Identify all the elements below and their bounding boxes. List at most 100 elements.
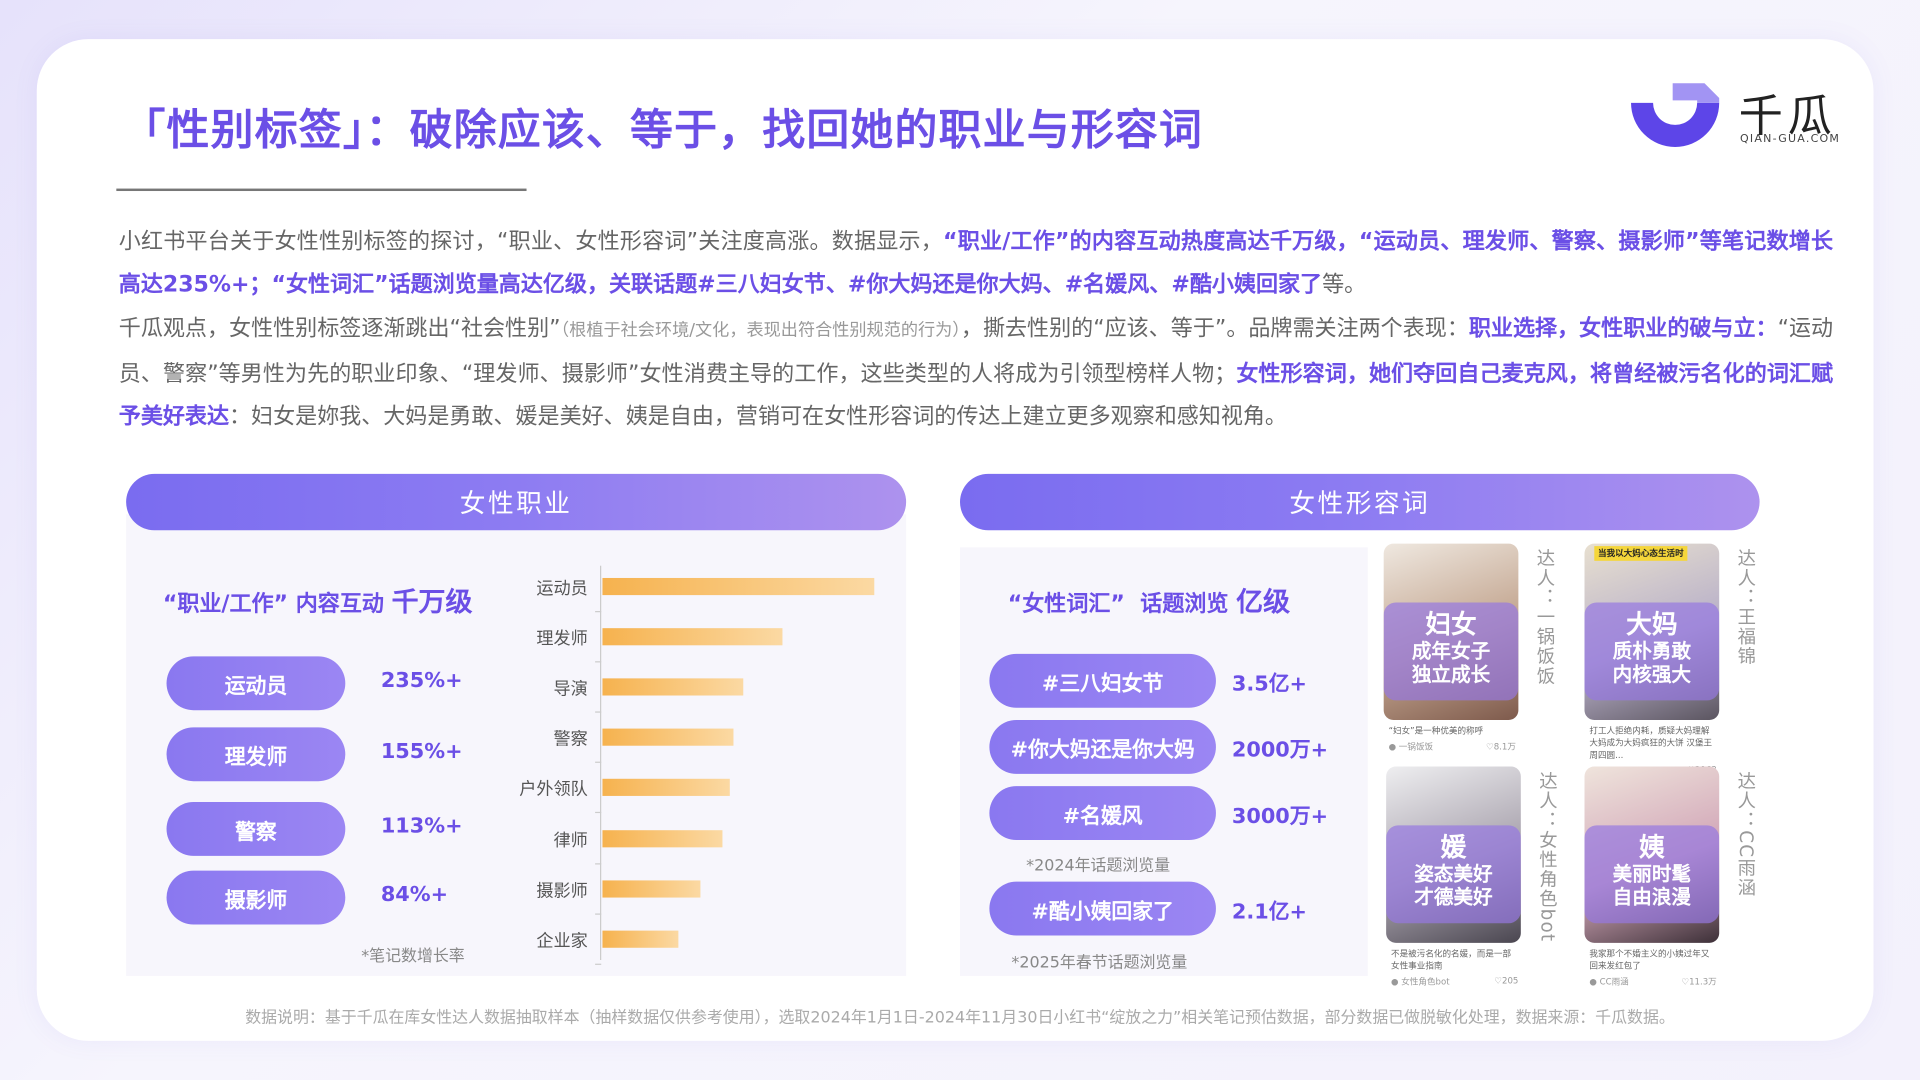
creator-label: 达人：CC雨涵 [1735, 771, 1758, 898]
adjective-line: 内核强大 [1612, 662, 1692, 686]
career-note: *笔记数增长率 [361, 947, 465, 967]
adjective-overlay: 姨 美丽时髦 自由浪漫 [1584, 825, 1720, 924]
like-count: ♡11.3万 [1681, 977, 1717, 987]
note-author[interactable]: ● 女性角色bot [1391, 977, 1450, 987]
note-card-image[interactable]: 当我以大妈心态生活时 大妈 质朴勇敢 内核强大 [1584, 543, 1720, 721]
note-author[interactable]: ● CC雨涵 [1589, 977, 1629, 987]
like-count: ♡205 [1494, 975, 1519, 986]
career-growth-value: 235%+ [380, 668, 463, 694]
axis-tick [595, 963, 602, 965]
axis-tick [595, 862, 602, 864]
adjective-headline: “女性词汇” 话题浏览 亿级 [1008, 580, 1290, 619]
bar-2 [602, 678, 744, 696]
adjective-line: 姿态美好 [1414, 862, 1493, 886]
text: ，撕去性别的“应该、等于”。品牌需关注两个表现： [960, 315, 1469, 342]
career-pill: 理发师 [166, 727, 346, 782]
adjective-line: 质朴勇敢 [1612, 639, 1692, 663]
bar-label: 摄影师 [536, 881, 588, 901]
topic-note-2025: *2025年春节话题浏览量 [1011, 953, 1188, 973]
bar-label: 运动员 [536, 579, 588, 599]
text: “女性词汇” [1007, 591, 1125, 618]
axis-tick [595, 912, 602, 915]
bar-5 [602, 829, 723, 847]
likes-value: 8.1万 [1493, 742, 1516, 752]
note-caption[interactable]: 不是被污名化的名媛，而是一部女性事业指南 [1391, 948, 1512, 972]
creator-label: 达人：女性角色bot [1536, 771, 1559, 943]
qiangua-logo-icon [1631, 83, 1720, 147]
axis-tick [595, 661, 602, 663]
highlight-text: 女性形容词，她们夺回自己麦克风，将曾经被污名化的词汇赋予美好表达 [118, 361, 1834, 431]
axis-tick [595, 762, 602, 764]
note-card-image[interactable]: 妇女 成年女子 独立成长 [1383, 543, 1519, 721]
adjective-header: 女性形容词 [960, 473, 1760, 531]
career-pill: 警察 [166, 802, 346, 856]
adjective-line: 成年女子 [1411, 639, 1491, 663]
note-card-info: 我家那个不婚主义的小姨过年又回来发红包了 ● CC雨涵 ♡11.3万 [1589, 948, 1716, 988]
creator-label: 达人：王福锦 [1735, 548, 1758, 667]
author-name: 女性角色bot [1401, 977, 1450, 987]
note-author[interactable]: ● 一锅饭饭 [1388, 742, 1434, 752]
adjective-word: 姨 [1638, 832, 1665, 863]
page-title: 「性别标签」：破除应该、等于，找回她的职业与形容词 [122, 106, 1204, 156]
career-pill: 摄影师 [166, 870, 346, 925]
logo-text: 千瓜 [1738, 91, 1837, 143]
note-card-image[interactable]: 姨 美丽时髦 自由浪漫 [1584, 766, 1720, 943]
adjective-overlay: 媛 姿态美好 才德美好 [1386, 825, 1521, 924]
note-card-info: “妇女”是一种优美的称呼 ● 一锅饭饭 ♡8.1万 [1389, 725, 1516, 753]
career-headline: “职业/工作” 内容互动 千万级 [163, 580, 473, 619]
note-caption[interactable]: 打工人拒绝内耗，质疑大妈理解大妈成为大妈疯狂的大饼 汉堡王周四圆... [1589, 726, 1713, 761]
bar-0 [602, 577, 875, 596]
note-caption[interactable]: “妇女”是一种优美的称呼 [1388, 726, 1484, 736]
author-name: 一锅饭饭 [1398, 742, 1434, 752]
text: 内容互动 [295, 591, 384, 618]
adjective-line: 自由浪漫 [1612, 885, 1692, 909]
bar-6 [602, 879, 701, 898]
author-name: CC雨涵 [1599, 977, 1629, 987]
title-divider [116, 188, 527, 192]
text: “职业/工作” [162, 591, 289, 618]
adjective-line: 才德美好 [1414, 885, 1493, 909]
likes-value: 11.3万 [1689, 977, 1717, 987]
adjective-overlay: 大妈 质朴勇敢 内核强大 [1584, 602, 1720, 701]
topic-pill[interactable]: #名媛风 [989, 786, 1216, 841]
text: ：妇女是妳我、大妈是勇敢、媛是美好、姨是自由，营销可在女性形容词的传达上建立更多… [228, 404, 1287, 431]
career-growth-value: 113%+ [380, 814, 463, 839]
image-banner: 当我以大妈心态生活时 [1594, 546, 1688, 561]
topic-value: 2000万+ [1231, 738, 1329, 763]
career-pill: 运动员 [166, 656, 346, 711]
axis-tick [595, 611, 602, 613]
likes-value: 205 [1502, 975, 1519, 986]
topic-pill[interactable]: #三八妇女节 [989, 653, 1216, 708]
data-footnote: 数据说明：基于千瓜在库女性达人数据抽取样本（抽样数据仅供参考使用），选取2024… [245, 1008, 1675, 1028]
topic-value: 3.5亿+ [1231, 672, 1307, 697]
highlight-text: 职业选择，女性职业的破与立： [1468, 315, 1778, 342]
text: 小红书平台关于女性性别标签的探讨，“职业、女性形容词”关注度高涨。数据显示， [118, 228, 944, 255]
bar-label: 企业家 [536, 931, 588, 952]
text: “运动员、警察”等男性为先的职业印象、“理发师、摄影师”女性消费主导的工作，这些… [118, 315, 1834, 387]
adjective-word: 大妈 [1626, 609, 1678, 640]
bar-1 [602, 628, 782, 646]
axis-tick [595, 711, 602, 713]
topic-pill[interactable]: #你大妈还是你大妈 [989, 720, 1216, 774]
bar-label: 导演 [553, 679, 588, 700]
note-caption[interactable]: 我家那个不婚主义的小姨过年又回来发红包了 [1589, 948, 1710, 972]
adjective-overlay: 妇女 成年女子 独立成长 [1383, 602, 1519, 701]
logo-subtext: QIAN-GUA.COM [1740, 133, 1841, 146]
adjective-word: 媛 [1440, 832, 1467, 863]
text: 千万级 [391, 587, 473, 619]
topic-value: 2.1亿+ [1231, 900, 1307, 925]
adjective-word: 妇女 [1425, 609, 1477, 640]
text: 话题浏览 [1140, 591, 1229, 618]
bar-label: 警察 [553, 730, 588, 750]
topic-pill[interactable]: #酷小姨回家了 [989, 881, 1216, 936]
bar-3 [602, 728, 733, 747]
text: 千瓜观点，女性性别标签逐渐跳出“社会性别” [118, 315, 561, 342]
note-card-image[interactable]: 媛 姿态美好 才德美好 [1386, 766, 1521, 943]
intro-paragraph: 小红书平台关于女性性别标签的探讨，“职业、女性形容词”关注度高涨。数据显示，“职… [119, 220, 1833, 439]
text: 等。 [1322, 272, 1367, 298]
highlight-text: “职业/工作”的内容互动热度高达千万级，“运动员、理发师、警察、摄影师”等笔记数… [118, 228, 1834, 298]
bar-label: 户外领队 [519, 780, 588, 801]
adjective-line: 美丽时髦 [1612, 862, 1692, 886]
career-growth-value: 155%+ [380, 739, 463, 765]
